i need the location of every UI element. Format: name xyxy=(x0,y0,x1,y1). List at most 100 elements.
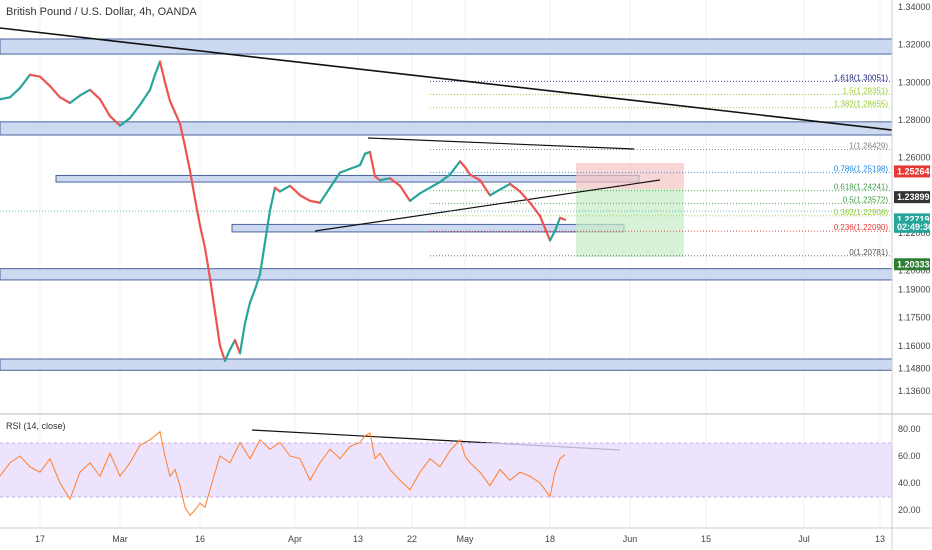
time-tick-label: 17 xyxy=(35,534,45,544)
price-segment xyxy=(128,103,142,120)
price-segment xyxy=(28,73,42,78)
price-tick-label: 1.34000 xyxy=(898,2,931,12)
price-segment xyxy=(0,96,12,101)
price-tag-label: 1.25264 xyxy=(897,166,930,176)
price-segment xyxy=(308,199,322,204)
price-segment xyxy=(168,100,177,114)
price-segment xyxy=(193,197,202,227)
rsi-line xyxy=(0,430,566,517)
price-segment xyxy=(298,194,312,202)
time-tick-label: 22 xyxy=(407,534,417,544)
price-segment xyxy=(378,177,392,182)
rsi-label: RSI (14, close) xyxy=(6,421,66,431)
time-tick-label: Jul xyxy=(798,534,810,544)
price-tick-label: 1.14800 xyxy=(898,363,931,373)
price-tag-box xyxy=(894,258,930,271)
fib-level-label: 1.5(1.29351) xyxy=(843,87,889,96)
time-tick-label: 15 xyxy=(701,534,711,544)
price-segment xyxy=(418,186,432,195)
price-segment xyxy=(508,182,522,193)
rsi-series xyxy=(0,430,566,517)
price-segment xyxy=(183,145,192,172)
price-tick-label: 1.30000 xyxy=(898,77,931,87)
price-series xyxy=(0,60,567,362)
price-segment xyxy=(228,339,237,351)
price-segment xyxy=(338,167,352,174)
price-segment xyxy=(368,150,377,178)
price-segment xyxy=(223,348,232,362)
fib-level-label: 0.786(1.25198) xyxy=(834,165,889,174)
price-segment xyxy=(348,164,362,170)
price-tick-label: 1.22000 xyxy=(898,228,931,238)
fib-level-label: 0.5(1.23572) xyxy=(843,195,889,204)
price-segment xyxy=(118,116,132,127)
fib-level-label: 1(1.26429) xyxy=(849,142,888,151)
rsi-tick-label: 20.00 xyxy=(898,505,921,515)
price-segment xyxy=(538,214,552,242)
zone-box[interactable] xyxy=(0,38,893,55)
time-tick-label: Mar xyxy=(112,534,128,544)
rising-trendline[interactable] xyxy=(314,179,661,232)
price-tag-box xyxy=(894,191,930,204)
price-segment xyxy=(253,273,262,291)
price-segment xyxy=(208,276,217,314)
price-segment xyxy=(218,344,227,362)
price-segment xyxy=(88,88,102,101)
price-segment xyxy=(68,94,82,105)
price-segment xyxy=(428,180,442,189)
time-tick-label: 16 xyxy=(195,534,205,544)
price-segment xyxy=(198,224,207,250)
price-tick-label: 1.19000 xyxy=(898,284,931,294)
rsi-tick-label: 60.00 xyxy=(898,451,921,461)
rsi-tick-label: 40.00 xyxy=(898,478,921,488)
price-tick-label: 1.13600 xyxy=(898,386,931,396)
fib-level-label: 1.382(1.28655) xyxy=(834,100,889,109)
price-tick-label: 1.26000 xyxy=(898,153,931,163)
price-segment xyxy=(518,190,532,204)
grid xyxy=(39,0,881,528)
price-segment xyxy=(468,173,482,182)
price-tag-box xyxy=(894,165,930,178)
fib-level-label: 0(1.20781) xyxy=(849,248,888,257)
price-segment xyxy=(108,115,122,127)
take-profit-box[interactable] xyxy=(576,189,684,257)
time-axis[interactable]: 17 Mar 16 Apr 13 22 May 18 Jun 15 Jul 13 xyxy=(35,534,885,544)
price-segment xyxy=(78,88,92,97)
zone-box[interactable] xyxy=(0,121,893,136)
price-tick-label: 1.32000 xyxy=(898,40,931,50)
price-tick-label: 1.20000 xyxy=(898,266,931,276)
price-segment xyxy=(173,111,182,125)
fib-level-label: 0.382(1.22908) xyxy=(834,208,889,217)
price-segment xyxy=(463,165,472,176)
price-segment xyxy=(263,209,272,244)
price-segment xyxy=(153,60,162,76)
price-segment xyxy=(243,301,252,325)
price-segment xyxy=(158,60,167,84)
fib-level-label: 1.618(1.30051) xyxy=(834,73,889,82)
price-tag-label: 02:49:36 xyxy=(897,222,932,232)
price-segment xyxy=(553,216,562,233)
price-segment xyxy=(548,229,557,242)
price-tick-label: 1.17500 xyxy=(898,313,931,323)
price-segment xyxy=(498,182,512,191)
fibonacci-levels[interactable]: 1.618(1.30051) 1.5(1.29351) 1.382(1.28655)… xyxy=(430,73,892,257)
rsi-tick-label: 80.00 xyxy=(898,424,921,434)
price-segment xyxy=(438,173,452,184)
stop-loss-box[interactable] xyxy=(576,163,684,189)
zone-box[interactable] xyxy=(55,174,640,183)
descending-trendline[interactable] xyxy=(0,27,893,131)
price-segment xyxy=(328,171,342,189)
price-segment xyxy=(248,288,257,304)
price-segment xyxy=(408,192,422,202)
rsi-axis[interactable]: 80.00 60.00 40.00 20.00 xyxy=(898,424,921,515)
zone-box[interactable] xyxy=(0,358,893,371)
upper-channel-line[interactable] xyxy=(367,137,635,150)
zone-box[interactable] xyxy=(0,268,893,281)
price-segment xyxy=(458,160,467,169)
price-segment xyxy=(478,179,492,197)
chart-title: British Pound / U.S. Dollar, 4h, OANDA xyxy=(6,6,197,18)
price-axis[interactable]: 1.340001.320001.300001.280001.260001.240… xyxy=(898,2,931,396)
fib-level-label: 0.618(1.24241) xyxy=(834,183,889,192)
